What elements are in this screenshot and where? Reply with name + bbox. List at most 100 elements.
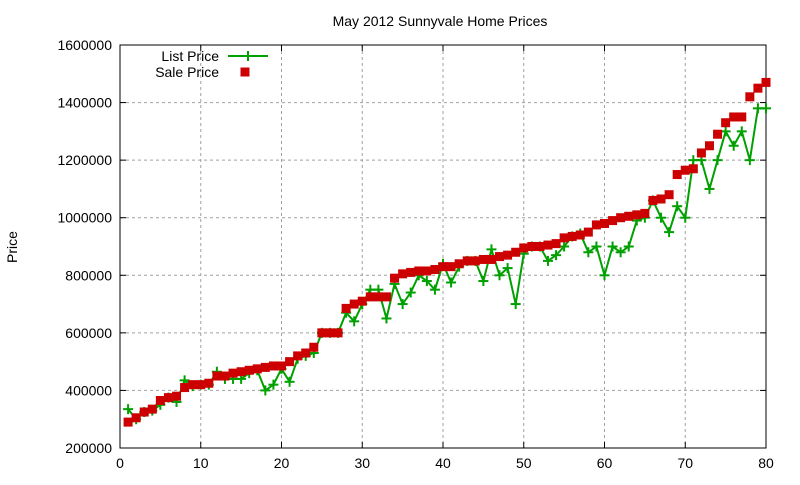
sale-price-point <box>422 266 432 276</box>
grid <box>120 45 766 448</box>
x-tick-label: 60 <box>597 455 613 471</box>
ticks: 0 10 20 30 40 50 60 70 80 200000 400000 600000 80000… <box>57 37 774 471</box>
sale-price-point <box>543 240 553 250</box>
list-price-point <box>284 376 295 387</box>
sale-price-point <box>608 216 618 226</box>
sale-price-point <box>737 112 747 122</box>
list-price-point <box>551 250 562 261</box>
sale-price-point <box>632 210 642 220</box>
sale-price-point <box>729 112 739 122</box>
list-price-point <box>656 212 667 223</box>
sale-price-point <box>293 351 303 361</box>
sale-price-point <box>333 328 343 338</box>
list-price-point <box>429 284 440 295</box>
y-axis-label: Price <box>4 231 20 263</box>
sale-price-point <box>503 250 513 260</box>
sale-price-point <box>648 195 658 205</box>
sale-price-point <box>527 242 537 251</box>
sale-price-point <box>551 239 561 249</box>
legend-marker-sale-price <box>240 67 250 77</box>
sale-price-point <box>260 362 270 372</box>
sale-price-point <box>188 380 198 390</box>
y-tick-label: 600000 <box>65 325 112 341</box>
sale-price-point <box>478 254 488 264</box>
sale-price-point <box>381 292 391 302</box>
list-price-point <box>405 287 416 298</box>
sale-price-point <box>172 391 182 401</box>
sale-price-point <box>398 269 408 279</box>
list-price-point <box>761 103 771 114</box>
list-price-point <box>720 126 731 137</box>
sale-price-point <box>704 141 714 151</box>
sale-price-point <box>406 267 416 277</box>
list-price-point <box>381 313 392 324</box>
sale-price-point <box>163 393 173 403</box>
sale-price-point <box>616 213 626 223</box>
list-price-point <box>559 241 570 252</box>
sale-price-point <box>341 303 351 313</box>
y-tick-label: 200000 <box>65 440 112 456</box>
x-tick-label: 10 <box>193 455 209 471</box>
list-price-point <box>123 404 134 415</box>
sale-price-point <box>745 92 755 102</box>
sale-price-point <box>575 230 585 240</box>
sale-price-point <box>196 380 206 390</box>
sale-price-point <box>285 357 295 367</box>
sale-price-point <box>155 396 165 406</box>
sale-price-point <box>486 254 496 264</box>
sale-price-point <box>139 407 149 417</box>
list-price-point <box>599 270 610 281</box>
sale-price-point <box>583 227 593 237</box>
list-price-point <box>494 270 505 281</box>
list-price-point <box>397 299 408 310</box>
sale-price-point <box>696 148 706 158</box>
list-price-point <box>583 247 594 258</box>
sale-price-point <box>688 164 698 174</box>
legend-label-sale-price: Sale Price <box>155 64 219 80</box>
x-tick-label: 80 <box>758 455 774 471</box>
sale-price-point <box>349 299 359 309</box>
sale-price-point <box>519 243 529 253</box>
sale-price-point <box>656 194 666 204</box>
series <box>123 77 771 427</box>
list-price-point <box>542 255 553 266</box>
sale-price-point <box>220 371 230 381</box>
y-tick-label: 1400000 <box>57 95 112 111</box>
list-price-point <box>736 126 747 137</box>
y-tick-label: 1200000 <box>57 152 112 168</box>
list-price-point <box>591 241 602 252</box>
x-tick-label: 70 <box>677 455 693 471</box>
sale-price-point <box>438 262 448 272</box>
sale-price-point <box>470 256 480 266</box>
list-price-point <box>615 247 626 258</box>
sale-price-point <box>244 365 254 375</box>
list-price-point <box>744 155 755 166</box>
list-price-point <box>446 277 457 288</box>
sale-price-point <box>236 367 246 377</box>
sale-price-point <box>131 413 141 423</box>
sale-price-point <box>446 262 456 272</box>
sale-price-point <box>567 231 577 241</box>
sale-price-point <box>640 208 650 218</box>
sale-price-point <box>672 170 682 180</box>
x-tick-label: 20 <box>274 455 290 471</box>
chart-title: May 2012 Sunnyvale Home Prices <box>333 13 548 29</box>
list-price-point <box>664 227 675 238</box>
sale-price-point <box>414 266 424 276</box>
sale-price-point <box>761 77 771 87</box>
sale-price-point <box>204 378 214 388</box>
sale-price-point <box>147 404 157 414</box>
legend-plus-icon <box>243 51 253 61</box>
legend-label-list-price: List Price <box>161 48 219 64</box>
sale-price-point <box>357 296 367 306</box>
list-price-point <box>728 140 739 151</box>
list-price-point <box>712 155 723 166</box>
list-price-point <box>510 299 521 310</box>
sale-price-point <box>680 165 690 175</box>
y-tick-label: 1000000 <box>57 210 112 226</box>
sale-price-point <box>309 342 319 352</box>
sale-price-point <box>600 218 609 228</box>
list-price-point <box>478 276 489 287</box>
sale-price-point <box>535 242 545 251</box>
x-tick-label: 0 <box>116 455 124 471</box>
